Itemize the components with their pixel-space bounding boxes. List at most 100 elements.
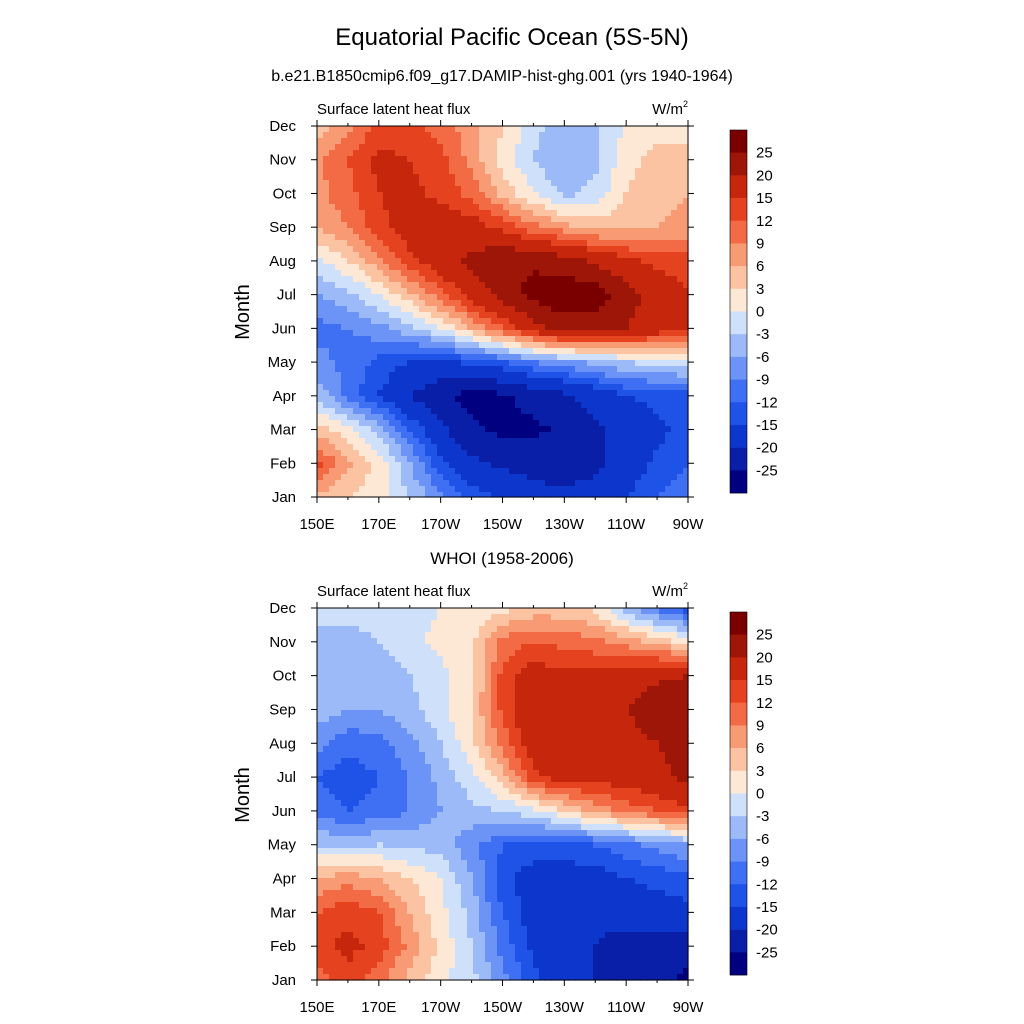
- heatmap-cell: [599, 354, 606, 361]
- heatmap-cell: [497, 402, 504, 409]
- heatmap-cell: [323, 402, 330, 409]
- heatmap-cell: [617, 486, 624, 493]
- heatmap-cell: [479, 378, 486, 385]
- heatmap-cell: [377, 342, 384, 349]
- heatmap-cell: [533, 144, 540, 151]
- heatmap-cell: [467, 668, 474, 675]
- heatmap-cell: [629, 288, 636, 295]
- heatmap-cell: [683, 282, 689, 289]
- heatmap-cell: [581, 698, 588, 705]
- heatmap-cell: [527, 132, 534, 139]
- heatmap-cell: [599, 686, 606, 693]
- heatmap-cell: [569, 656, 576, 663]
- heatmap-cell: [533, 650, 540, 657]
- heatmap-cell: [509, 468, 516, 475]
- heatmap-cell: [575, 210, 582, 217]
- heatmap-cell: [335, 668, 342, 675]
- heatmap-cell: [401, 264, 408, 271]
- heatmap-cell: [401, 698, 408, 705]
- heatmap-cell: [473, 126, 480, 133]
- colorbar-box: [730, 220, 747, 244]
- heatmap-cell: [629, 662, 636, 669]
- heatmap-cell: [617, 180, 624, 187]
- heatmap-cell: [473, 174, 480, 181]
- heatmap-cell: [473, 474, 480, 481]
- heatmap-cell: [653, 608, 660, 615]
- heatmap-cell: [335, 144, 342, 151]
- heatmap-cell: [401, 210, 408, 217]
- heatmap-cell: [401, 252, 408, 259]
- heatmap-cell: [659, 420, 666, 427]
- heatmap-cell: [503, 162, 510, 169]
- heatmap-cell: [527, 150, 534, 157]
- heatmap-cell: [665, 240, 672, 247]
- heatmap-cell: [419, 192, 426, 199]
- heatmap-cell: [443, 668, 450, 675]
- heatmap-cell: [347, 620, 354, 627]
- heatmap-cell: [515, 228, 522, 235]
- heatmap-cell: [455, 234, 462, 241]
- heatmap-cell: [341, 462, 348, 469]
- heatmap-cell: [503, 420, 510, 427]
- heatmap-cell: [383, 354, 390, 361]
- heatmap-cell: [473, 222, 480, 229]
- heatmap-cell: [359, 192, 366, 199]
- heatmap-cell: [563, 414, 570, 421]
- heatmap-cell: [551, 276, 558, 283]
- heatmap-cell: [557, 456, 564, 463]
- heatmap-cell: [353, 354, 360, 361]
- heatmap-cell: [467, 620, 474, 627]
- heatmap-cell: [533, 270, 540, 277]
- heatmap-cell: [461, 312, 468, 319]
- heatmap-cell: [359, 132, 366, 139]
- heatmap-cell: [647, 674, 654, 681]
- heatmap-cell: [617, 138, 624, 145]
- heatmap-cell: [599, 408, 606, 415]
- heatmap-cell: [419, 126, 426, 133]
- heatmap-cell: [329, 276, 336, 283]
- heatmap-cell: [533, 192, 540, 199]
- heatmap-cell: [521, 204, 528, 211]
- heatmap-cell: [635, 698, 642, 705]
- heatmap-cell: [329, 632, 336, 639]
- heatmap-cell: [347, 222, 354, 229]
- heatmap-cell: [371, 216, 378, 223]
- heatmap-cell: [653, 698, 660, 705]
- heatmap-cell: [575, 348, 582, 355]
- heatmap-cell: [377, 378, 384, 385]
- heatmap-cell: [629, 680, 636, 687]
- heatmap-cell: [503, 138, 510, 145]
- heatmap-cell: [611, 192, 618, 199]
- heatmap-cell: [599, 444, 606, 451]
- heatmap-cell: [365, 408, 372, 415]
- colorbar-box: [730, 356, 747, 380]
- heatmap-cell: [389, 204, 396, 211]
- heatmap-cell: [557, 692, 564, 699]
- heatmap-cell: [545, 614, 552, 621]
- heatmap-cell: [503, 258, 510, 265]
- heatmap-cell: [521, 264, 528, 271]
- heatmap-cell: [323, 312, 330, 319]
- heatmap-cell: [479, 330, 486, 337]
- heatmap-cell: [677, 638, 684, 645]
- heatmap-cell: [473, 198, 480, 205]
- heatmap-cell: [485, 126, 492, 133]
- heatmap-cell: [551, 348, 558, 355]
- heatmap-cell: [467, 468, 474, 475]
- heatmap-cell: [665, 324, 672, 331]
- heatmap-cell: [347, 438, 354, 445]
- heatmap-cell: [653, 132, 660, 139]
- heatmap-cell: [527, 656, 534, 663]
- heatmap-cell: [521, 156, 528, 163]
- heatmap-cell: [629, 132, 636, 139]
- heatmap-cell: [587, 318, 594, 325]
- heatmap-cell: [653, 354, 660, 361]
- heatmap-cell: [551, 342, 558, 349]
- heatmap-cell: [653, 366, 660, 373]
- heatmap-cell: [521, 396, 528, 403]
- heatmap-cell: [557, 438, 564, 445]
- heatmap-cell: [623, 366, 630, 373]
- heatmap-cell: [533, 462, 540, 469]
- heatmap-cell: [659, 186, 666, 193]
- colorbar-box: [730, 288, 747, 312]
